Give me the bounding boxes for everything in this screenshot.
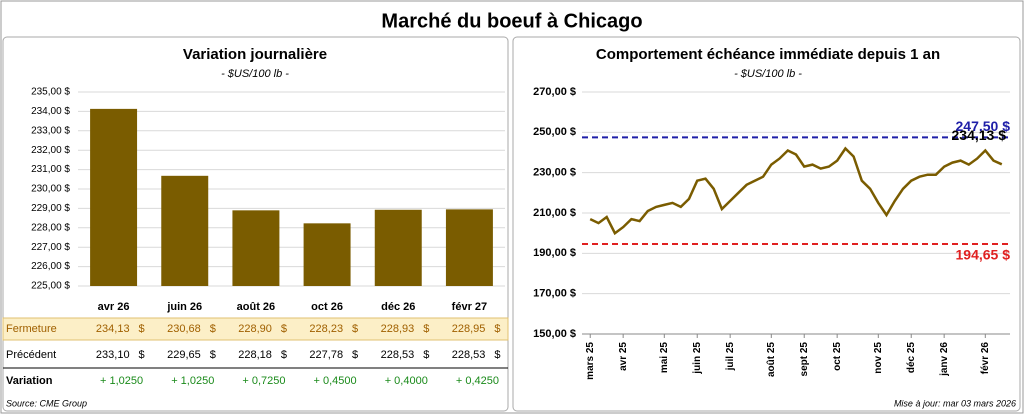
table-cell: 227,78 xyxy=(309,349,343,361)
table-cell: 233,10 xyxy=(96,349,130,361)
y-tick-label: 150,00 $ xyxy=(533,328,576,340)
right-panel xyxy=(512,36,1021,412)
unit: $ xyxy=(423,349,429,361)
x-tick-label: févr 26 xyxy=(980,342,991,375)
x-tick-label: avr 26 xyxy=(98,301,130,313)
x-tick-label: oct 26 xyxy=(311,301,343,313)
y-tick-label: 225,00 $ xyxy=(31,281,70,292)
bar xyxy=(303,223,351,286)
price-line xyxy=(589,146,1003,236)
y-tick-label: 227,00 $ xyxy=(31,242,70,253)
table-cell: + 1,0250 xyxy=(100,375,143,387)
closing-row xyxy=(2,317,509,341)
value-label: 228,93 xyxy=(381,323,415,335)
y-tick-label: 226,00 $ xyxy=(31,261,70,272)
y-tick-label: 190,00 $ xyxy=(533,247,576,259)
unit: $ xyxy=(281,349,287,361)
x-tick-label: févr 27 xyxy=(452,301,487,313)
x-tick-label: oct 25 xyxy=(832,342,843,371)
page-title: Marché du boeuf à Chicago xyxy=(381,10,642,32)
unit: $ xyxy=(210,349,216,361)
chart-subtitle: - $US/100 lb - xyxy=(734,68,802,80)
unit: $ xyxy=(139,323,145,335)
y-tick-label: 234,00 $ xyxy=(31,106,70,117)
x-tick-label: nov 25 xyxy=(873,342,884,374)
y-tick-label: 233,00 $ xyxy=(31,125,70,136)
bar xyxy=(374,209,422,286)
unit: $ xyxy=(494,349,500,361)
y-tick-label: 230,00 $ xyxy=(533,167,576,179)
row-label: Variation xyxy=(6,375,53,387)
x-tick-label: juin 26 xyxy=(166,301,202,313)
y-tick-label: 230,00 $ xyxy=(31,184,70,195)
reference-label: 247,50 $ xyxy=(956,118,1011,134)
chart-title: Comportement échéance immédiate depuis 1… xyxy=(596,46,940,63)
x-tick-label: sept 25 xyxy=(799,342,810,377)
row-label: Précédent xyxy=(6,349,56,361)
x-tick-label: août 25 xyxy=(766,342,777,377)
x-tick-label: janv 26 xyxy=(939,342,950,377)
x-tick-label: déc 26 xyxy=(381,301,415,313)
x-tick-label: déc 25 xyxy=(906,342,917,374)
y-tick-label: 231,00 $ xyxy=(31,164,70,175)
y-tick-label: 210,00 $ xyxy=(533,207,576,219)
reference-label: 194,65 $ xyxy=(956,247,1011,263)
value-label: 234,13 xyxy=(96,323,130,335)
x-tick-label: août 26 xyxy=(237,301,276,313)
x-tick-label: juil 25 xyxy=(725,342,736,372)
table-cell: + 0,4500 xyxy=(314,375,357,387)
y-tick-label: 235,00 $ xyxy=(31,87,70,98)
unit: $ xyxy=(139,349,145,361)
bar xyxy=(161,175,209,286)
value-label: 228,90 xyxy=(238,323,272,335)
unit: $ xyxy=(210,323,216,335)
bar xyxy=(90,108,138,287)
value-label: 228,23 xyxy=(309,323,343,335)
left-panel xyxy=(2,36,509,412)
table-cell: 228,18 xyxy=(238,349,272,361)
chart-title: Variation journalière xyxy=(183,46,327,63)
unit: $ xyxy=(494,323,500,335)
y-tick-label: 228,00 $ xyxy=(31,222,70,233)
unit: $ xyxy=(352,323,358,335)
x-tick-label: juin 25 xyxy=(692,342,703,375)
unit: $ xyxy=(423,323,429,335)
table-cell: + 0,4000 xyxy=(385,375,428,387)
y-tick-label: 170,00 $ xyxy=(533,288,576,300)
x-tick-label: mars 25 xyxy=(585,342,596,380)
unit: $ xyxy=(352,349,358,361)
source: Source: CME Group xyxy=(6,398,87,408)
table-cell: + 1,0250 xyxy=(171,375,214,387)
table-cell: 228,53 xyxy=(452,349,486,361)
table-cell: + 0,4250 xyxy=(456,375,499,387)
y-tick-label: 250,00 $ xyxy=(533,126,576,138)
chart-subtitle: - $US/100 lb - xyxy=(221,68,289,80)
value-label: 230,68 xyxy=(167,323,201,335)
table-cell: + 0,7250 xyxy=(242,375,285,387)
update-date: Mise à jour: mar 03 mars 2026 xyxy=(894,398,1016,408)
y-tick-label: 232,00 $ xyxy=(31,145,70,156)
unit: $ xyxy=(281,323,287,335)
last-value-label: 234,13 $ xyxy=(952,127,1007,143)
value-label: 228,95 xyxy=(452,323,486,335)
x-tick-label: avr 25 xyxy=(618,342,629,371)
table-cell: 228,53 xyxy=(381,349,415,361)
table-cell: 229,65 xyxy=(167,349,201,361)
y-tick-label: 229,00 $ xyxy=(31,203,70,214)
bar xyxy=(232,210,280,286)
bar xyxy=(445,209,493,286)
y-tick-label: 270,00 $ xyxy=(533,86,576,98)
x-tick-label: mai 25 xyxy=(659,342,670,374)
row-label: Fermeture xyxy=(6,323,57,335)
